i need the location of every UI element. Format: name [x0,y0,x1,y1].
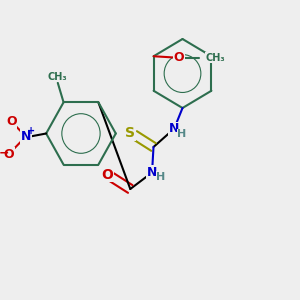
Text: S: S [125,127,135,140]
Text: O: O [101,168,113,182]
Text: N: N [169,122,179,136]
Text: N: N [147,166,157,179]
Text: CH₃: CH₃ [206,53,226,63]
Text: O: O [173,51,184,64]
Text: H: H [156,172,165,182]
Text: O: O [4,148,14,161]
Text: N: N [21,130,31,143]
Text: −: − [0,146,9,160]
Text: +: + [27,126,35,136]
Text: H: H [177,129,187,140]
Text: O: O [6,115,17,128]
Text: CH₃: CH₃ [48,72,68,82]
